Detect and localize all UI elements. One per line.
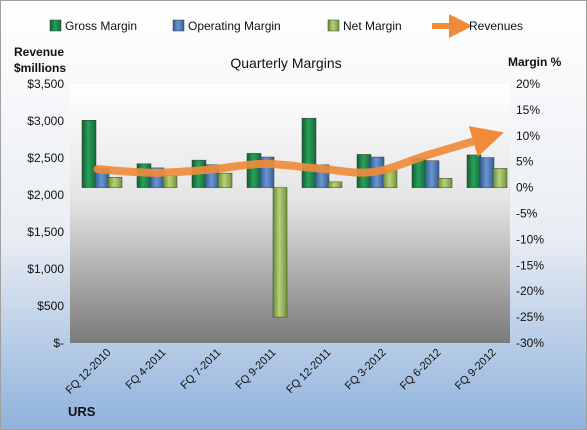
left-tick-label: $500 [37,299,64,313]
revenues-legend-label: Revenues [469,19,523,33]
gross-margin-bar [246,153,262,188]
gross-margin-legend-label: Gross Margin [65,19,137,33]
right-tick-label: -25% [516,310,544,324]
left-tick-label: $2,500 [27,151,64,165]
net-margin-bar [162,175,178,188]
left-tick-label: $1,500 [27,225,64,239]
net-margin-bar [437,178,453,188]
operating-margin-bar [424,160,440,188]
gross-margin-bar [81,120,97,188]
right-tick-label: 5% [516,155,534,169]
net-margin-bar [327,181,343,188]
operating-margin-legend-label: Operating Margin [188,19,281,33]
left-tick-label: $3,500 [27,77,64,91]
right-tick-label: 20% [516,77,540,91]
net-margin-bar [107,176,123,188]
net-margin-legend-label: Net Margin [343,19,402,33]
operating-margin-legend-swatch [172,19,185,32]
right-tick-label: -10% [516,232,544,246]
net-margin-legend-swatch [327,19,340,32]
gross-margin-legend-swatch [49,19,62,32]
right-axis-label: Margin % [508,55,562,69]
company-label: URS [68,404,96,419]
operating-margin-bar [479,157,495,188]
right-tick-label: -30% [516,336,544,350]
plot-area [70,84,510,343]
legend: Gross Margin Operating Margin Net Margin Re… [49,14,523,38]
right-tick-label: 15% [516,103,540,117]
right-tick-label: -20% [516,284,544,298]
right-tick-label: -5% [516,207,538,221]
right-tick-label: -15% [516,258,544,272]
revenues-line [93,126,504,177]
right-tick-label: 0% [516,181,534,195]
left-tick-label: $2,000 [27,188,64,202]
net-margin-bar [272,187,288,318]
right-tick-label: 10% [516,129,540,143]
gross-margin-bar [466,154,482,188]
net-margin-bar [492,168,508,188]
left-axis-label-line1: Revenue [14,45,64,59]
net-margin-bar [217,172,233,188]
left-tick-label: $- [53,336,64,350]
revenue-line [93,126,504,177]
left-tick-label: $1,000 [27,262,64,276]
chart-title: Quarterly Margins [230,55,341,71]
left-tick-label: $3,000 [27,114,64,128]
left-axis-ticks: $- $500 $1,000 $1,500 $2,000 $2,500 $3,000 $3,5… [27,77,64,350]
right-axis-ticks: -30% -25% -20% -15% -10% -5% 0% 5% 10% 15% 20% [516,77,544,350]
gross-margin-bar [301,117,317,188]
left-axis-label-line2: $millions [14,61,66,75]
